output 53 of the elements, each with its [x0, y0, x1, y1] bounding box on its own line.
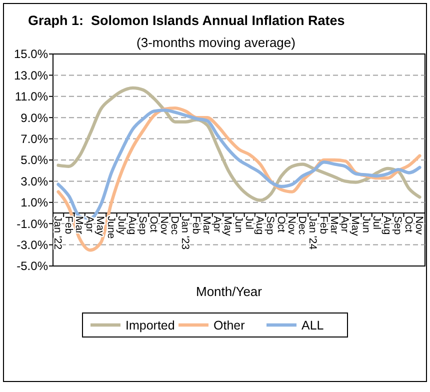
x-tick-label: May [94, 216, 106, 237]
x-tick-label: Feb [62, 216, 74, 234]
x-tick-label: Sep [136, 216, 149, 235]
y-tick-label: 9.0% [20, 110, 48, 125]
x-tick-label: Dec [296, 216, 308, 235]
x-tick-label: Apr [84, 216, 96, 233]
x-tick-label: Sep [392, 216, 404, 235]
legend-label: Imported [126, 318, 175, 332]
x-tick-label: Jan '23 [179, 216, 192, 250]
line-series [56, 86, 422, 202]
y-tick-label: -5.0% [16, 259, 48, 274]
x-tick-label: Oct [274, 216, 287, 232]
x-tick-label: Mar [328, 216, 340, 235]
x-tick-label: Apr [211, 216, 224, 233]
chart-title: Graph 1: Solomon Islands Annual Inflation Rates [28, 13, 345, 28]
x-tick-label: Jul [370, 216, 382, 230]
chart-subtitle: (3-months moving average) [136, 35, 296, 50]
x-tick-label: Aug [381, 216, 394, 235]
y-tick-label: -1.0% [16, 216, 48, 231]
y-tick-label: 13.0% [14, 68, 48, 82]
y-tick-label: 7.0% [20, 132, 48, 146]
x-tick-label: Mar [200, 216, 212, 235]
x-tick-label: Nov [158, 216, 170, 236]
x-tick-label: Jun [232, 216, 244, 234]
x-tick-label: Aug [126, 216, 138, 235]
x-tick-label: Mar [72, 216, 85, 235]
y-tick-label: 15.0% [14, 47, 48, 62]
x-tick-label: May [349, 216, 362, 237]
y-tick-label: 11.0% [14, 90, 48, 104]
legend-label: Other [214, 318, 245, 332]
x-tick-label: Sep [264, 216, 276, 235]
x-tick-label: May [222, 216, 234, 237]
x-tick-label: Nov [285, 216, 298, 236]
y-tick-label: 1.0% [20, 196, 48, 210]
x-tick-label: Jun [360, 216, 372, 234]
y-tick-label: 5.0% [20, 153, 48, 168]
x-tick-label: Aug [254, 216, 266, 235]
x-tick-label: Jan '24 [306, 216, 319, 250]
legend-label: ALL [302, 318, 324, 332]
y-tick-label: -3.0% [16, 238, 48, 252]
x-tick-label: Dec [168, 216, 181, 235]
x-tick-label: Nov [413, 216, 426, 236]
x-tick-label: July [115, 216, 128, 236]
x-tick-label: Apr [338, 216, 351, 233]
y-tick-label: 3.0% [20, 174, 48, 188]
x-axis-title: Month/Year [196, 284, 263, 299]
x-tick-label: Feb [317, 216, 330, 234]
x-tick-label: Oct [147, 216, 160, 232]
x-tick-label: Jul [242, 216, 255, 230]
x-tick-label: Oct [402, 216, 414, 232]
x-tick-label: Feb [190, 216, 202, 234]
x-tick-label: June [104, 216, 117, 239]
x-tick-label: Jan '22 [52, 216, 64, 250]
